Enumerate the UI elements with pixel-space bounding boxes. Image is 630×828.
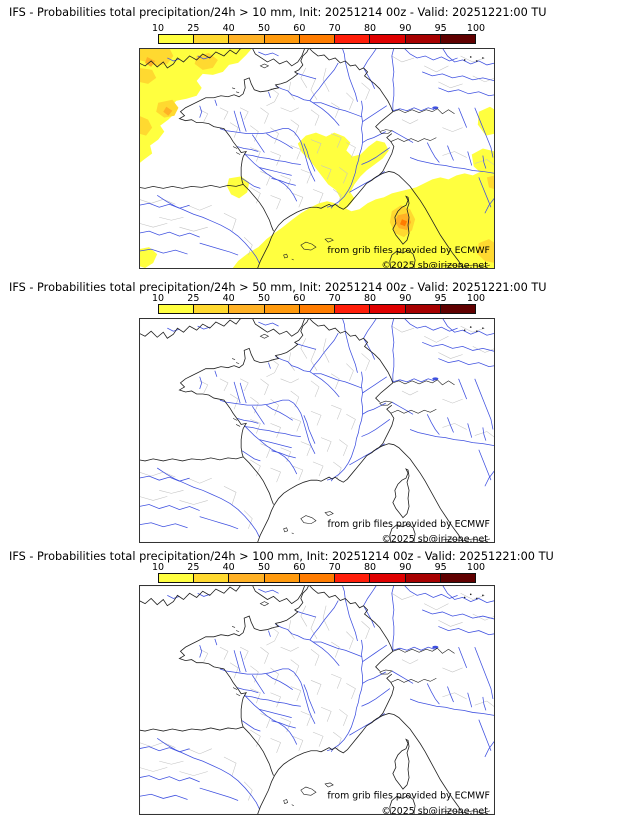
colorbar-cell [299,574,336,582]
colorbar-cell [405,305,441,313]
probability-colorbar: 10 25 40 50 60 70 80 90 95 100 [152,23,485,44]
colorbar-tick-label: 100 [466,562,486,573]
colorbar-tick-label: 50 [257,293,271,304]
colorbar-cell [440,305,475,313]
colorbar-tick-label: 50 [257,23,271,34]
colorbar-tick-label: 25 [187,293,200,304]
colorbar-tick-label: 40 [222,23,235,34]
colorbar-tick-label: 25 [187,23,200,34]
panel-title: IFS - Probabilities total precipitation/… [9,6,547,19]
colorbar-cell [194,35,230,43]
colorbar-tick-label: 10 [151,293,165,304]
colorbar-cell [194,574,230,582]
colorbar-cell [370,574,406,582]
colorbar-tick-label: 95 [434,23,447,34]
colorbar-tick-label: 95 [434,562,447,573]
colorbar-cell [159,574,195,582]
colorbar-cell [194,305,230,313]
colorbar-cell [440,574,475,582]
colorbar-tick-label: 80 [363,23,377,34]
colorbar-tick-label: 60 [293,562,306,573]
colorbar-tick-label: 90 [399,562,412,573]
colorbar-tick-labels: 10 25 40 50 60 70 80 90 95 100 [152,562,485,573]
colorbar-cell [440,35,475,43]
colorbar-tick-labels: 10 25 40 50 60 70 80 90 95 100 [152,23,485,34]
colorbar-tick-label: 40 [222,293,235,304]
colorbar-tick-label: 100 [466,23,486,34]
colorbar-tick-label: 60 [293,293,306,304]
colorbar-cell [370,305,406,313]
map-france-50mm [139,318,495,543]
colorbar-tick-label: 50 [257,562,271,573]
colorbar-cell [335,574,371,582]
colorbar-bar [158,304,476,314]
colorbar-cell [264,35,300,43]
colorbar-bar [158,573,476,583]
panel-precip-gt-50mm: IFS - Probabilities total precipitation/… [0,275,630,543]
colorbar-cell [264,305,300,313]
colorbar-tick-label: 60 [293,23,306,34]
colorbar-tick-label: 10 [151,23,165,34]
colorbar-cell [229,305,265,313]
colorbar-cell [159,305,195,313]
colorbar-tick-label: 90 [399,293,412,304]
colorbar-tick-label: 25 [187,562,200,573]
colorbar-bar [158,34,476,44]
colorbar-tick-label: 100 [466,293,486,304]
probability-colorbar: 10 25 40 50 60 70 80 90 95 100 [152,562,485,583]
colorbar-cell [335,35,371,43]
panel-precip-gt-100mm: IFS - Probabilities total precipitation/… [0,543,630,828]
colorbar-tick-label: 70 [328,562,341,573]
map-france-10mm [139,48,495,269]
probability-colorbar: 10 25 40 50 60 70 80 90 95 100 [152,293,485,314]
colorbar-tick-label: 40 [222,562,235,573]
colorbar-tick-label: 70 [328,23,341,34]
colorbar-cell [370,35,406,43]
colorbar-cell [264,574,300,582]
colorbar-tick-label: 90 [399,23,412,34]
colorbar-tick-label: 10 [151,562,165,573]
colorbar-cell [335,305,371,313]
colorbar-tick-label: 80 [363,293,377,304]
map-france-100mm [139,585,495,815]
panel-precip-gt-10mm: IFS - Probabilities total precipitation/… [0,0,630,275]
panel-title: IFS - Probabilities total precipitation/… [9,281,547,294]
panel-title: IFS - Probabilities total precipitation/… [9,550,554,563]
colorbar-cell [229,574,265,582]
colorbar-cell [229,35,265,43]
colorbar-tick-label: 95 [434,293,447,304]
colorbar-tick-label: 70 [328,293,341,304]
colorbar-cell [159,35,195,43]
colorbar-tick-labels: 10 25 40 50 60 70 80 90 95 100 [152,293,485,304]
colorbar-cell [405,574,441,582]
colorbar-tick-label: 80 [363,562,377,573]
colorbar-cell [299,35,336,43]
colorbar-cell [405,35,441,43]
colorbar-cell [299,305,336,313]
